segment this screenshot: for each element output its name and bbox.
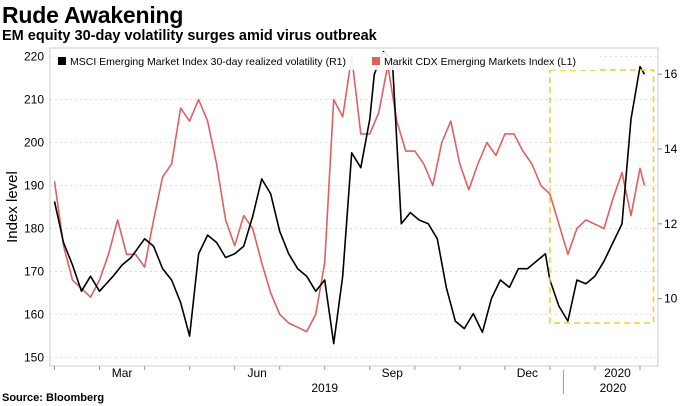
x-tick-label: Jun xyxy=(247,366,266,380)
y-left-tick-label: 160 xyxy=(24,307,44,321)
legend: MSCI Emerging Market Index 30-day realiz… xyxy=(52,52,600,70)
year-label: 2019 xyxy=(311,381,338,395)
y-axis-label: Index level xyxy=(4,171,21,243)
y-left-tick-label: 180 xyxy=(24,221,44,235)
y-right-tick-label: 16 xyxy=(664,67,678,81)
chart-title: Rude Awakening xyxy=(2,2,184,28)
legend-label-msci: MSCI Emerging Market Index 30-day realiz… xyxy=(70,56,346,68)
x-tick-label: Sep xyxy=(382,366,404,380)
legend-swatch-msci xyxy=(58,57,66,65)
y-left-tick-label: 210 xyxy=(24,93,44,107)
y-left-tick-label: 170 xyxy=(24,264,44,278)
x-tick-label: 2020 xyxy=(604,366,631,380)
y-right-tick-label: 14 xyxy=(664,142,678,156)
year-label: 2020 xyxy=(600,381,627,395)
y-left-tick-label: 220 xyxy=(24,50,44,64)
source-note: Source: Bloomberg xyxy=(2,392,105,404)
x-tick-label: Mar xyxy=(112,366,133,380)
y-left-tick-label: 200 xyxy=(24,136,44,150)
highlight-box xyxy=(549,69,655,324)
plot-area xyxy=(49,47,659,367)
cdx-series-line xyxy=(53,55,646,333)
chart-subtitle: EM equity 30-day volatility surges amid … xyxy=(2,28,377,44)
legend-swatch-cdx xyxy=(372,57,380,65)
legend-background xyxy=(52,52,600,70)
y-right-tick-label: 10 xyxy=(664,292,678,306)
y-right-tick-label: 12 xyxy=(664,217,678,231)
legend-label-cdx: Markit CDX Emerging Markets Index (L1) xyxy=(384,56,576,68)
msci-series-line xyxy=(53,50,646,345)
y-left-tick-label: 150 xyxy=(24,350,44,364)
x-tick-label: Dec xyxy=(517,366,538,380)
y-left-tick-label: 190 xyxy=(24,179,44,193)
